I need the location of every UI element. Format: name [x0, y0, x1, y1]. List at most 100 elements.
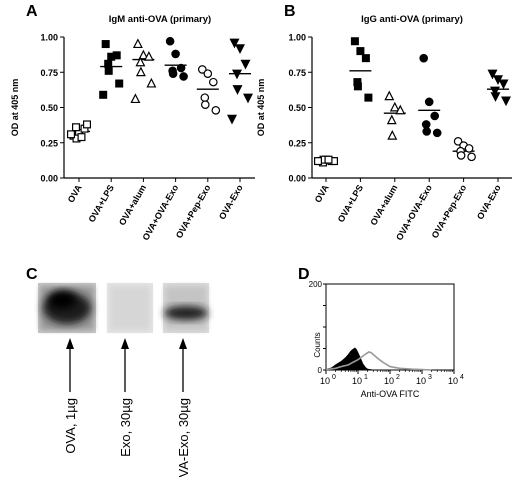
blot-lane-ova-exo [163, 283, 209, 333]
a-data-point [82, 120, 91, 129]
a-y-tick-label: 0.00 [40, 174, 58, 184]
b-data-point [419, 53, 428, 63]
a-y-tick-label: 1.00 [40, 33, 58, 43]
a-category-label: OVA [66, 183, 84, 205]
d-series-stained [325, 351, 432, 371]
d-x-tick-exponent: 2 [396, 374, 400, 381]
a-category-label: OVA+alum [117, 183, 148, 227]
blot-lane-label: Exo, 30µg [118, 398, 133, 457]
b-data-point [490, 86, 500, 97]
a-data-point [171, 49, 180, 59]
b-data-point [353, 82, 362, 91]
panel-letter-b: B [284, 3, 296, 20]
d-x-tick-exponent: 4 [460, 374, 464, 381]
d-y-tick-label: 200 [309, 280, 323, 289]
b-data-point [324, 155, 333, 164]
b-y-tick-label: 0.00 [288, 174, 306, 184]
b-y-tick-label: 0.75 [288, 68, 306, 78]
a-data-point [101, 40, 110, 49]
b-data-point [389, 101, 400, 112]
a-data-point [232, 69, 242, 80]
a-data-point [138, 49, 149, 60]
a-data-point [132, 38, 143, 49]
b-y-tick-label: 1.00 [288, 33, 306, 43]
a-data-point [243, 93, 253, 104]
a-data-point [168, 69, 178, 78]
b-data-point [350, 37, 359, 46]
b-category-label: OVA+OVA-Exo [394, 183, 434, 242]
b-data-point [432, 128, 442, 138]
b-data-point [422, 127, 431, 136]
panel-letter-d: D [298, 266, 310, 283]
b-category-label: OVA+alum [368, 183, 399, 227]
a-data-point [200, 93, 210, 102]
d-x-tick-label: 10 [416, 376, 426, 386]
western-blot: OVA, 1µg Exo, 30µg OVA-Exo, 30µg [38, 283, 209, 477]
b-category-label: OVA+Pep-Exo [430, 183, 469, 240]
b-data-point [501, 96, 511, 107]
d-x-axis-label: Anti-OVA FITC [361, 389, 420, 399]
a-y-tick-label: 0.75 [40, 68, 58, 78]
b-category-label: OVA [313, 183, 331, 205]
b-data-point [386, 114, 397, 125]
b-data-point [456, 151, 466, 160]
a-data-point [104, 59, 113, 68]
b-y-tick-label: 0.50 [288, 103, 306, 113]
blot-arrow-head [121, 338, 129, 349]
a-data-point [201, 100, 210, 109]
b-data-point [464, 144, 474, 153]
a-data-point [130, 93, 141, 104]
d-x-tick-exponent: 0 [332, 374, 336, 381]
a-data-point [112, 51, 121, 60]
b-data-point [395, 104, 406, 115]
a-data-point [203, 69, 213, 78]
b-chart-title: IgG anti-OVA (primary) [361, 14, 463, 25]
blot-lane-exo [107, 283, 153, 333]
b-data-point [361, 54, 370, 63]
d-x-tick-exponent: 3 [428, 374, 432, 381]
b-data-point [314, 157, 323, 166]
a-data-point [235, 44, 245, 54]
d-x-tick-exponent: 1 [364, 374, 368, 381]
b-data-point [421, 120, 431, 129]
a-data-point [104, 66, 113, 75]
a-data-point [143, 51, 154, 61]
a-y-axis-label: OD at 405 nm [10, 79, 20, 137]
a-data-point [176, 63, 186, 73]
b-data-point [487, 69, 498, 80]
b-y-tick-label: 0.25 [288, 138, 306, 148]
b-data-point [387, 129, 398, 140]
b-data-point [424, 97, 434, 107]
b-data-point [498, 79, 509, 90]
blot-arrows: OVA, 1µg Exo, 30µg OVA-Exo, 30µg [63, 338, 191, 477]
a-data-point [229, 38, 240, 49]
a-data-point [135, 56, 146, 67]
a-data-point [135, 66, 146, 77]
b-data-point [453, 137, 463, 146]
d-x-tick-label: 10 [320, 376, 330, 386]
blot-lane-label: OVA-Exo, 30µg [176, 398, 191, 477]
a-data-point [99, 90, 108, 99]
a-data-point [66, 130, 75, 139]
a-chart-title: IgM anti-OVA (primary) [109, 14, 211, 25]
a-data-point [77, 133, 86, 142]
blot-arrow-head [66, 338, 74, 349]
a-data-point [198, 65, 207, 74]
a-category-label: OVA+Pep-Exo [174, 183, 213, 240]
panel-letter-c: C [26, 266, 38, 283]
a-data-point [232, 85, 243, 95]
a-data-point [179, 72, 188, 81]
chart-igg: IgG anti-OVA (primary) 0.00 0.25 0.50 0.75 1.… [256, 14, 512, 242]
b-data-point [430, 111, 439, 121]
a-y-tick-label: 0.25 [40, 138, 58, 148]
b-category-label: OVA-Exo [475, 183, 503, 222]
b-category-label: OVA+LPS [336, 183, 365, 224]
a-data-point [115, 79, 124, 88]
blot-arrow-head [179, 338, 187, 349]
blot-lane-ova [38, 283, 96, 333]
chart-igm: IgM anti-OVA (primary) 0.00 0.25 0.50 0.75 1.… [10, 14, 255, 242]
a-data-point [211, 106, 221, 115]
a-data-point [227, 114, 237, 125]
